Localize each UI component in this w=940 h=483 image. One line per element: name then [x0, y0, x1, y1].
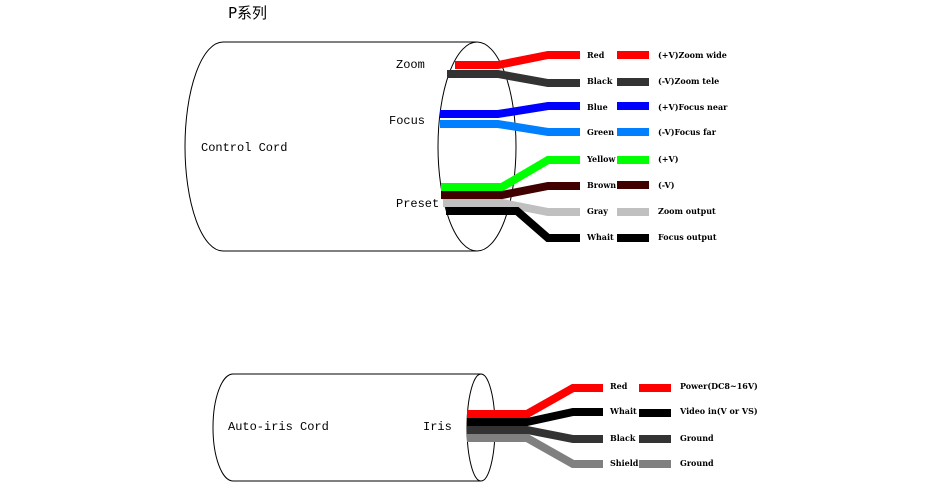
control-wire-name: Gray: [587, 206, 608, 216]
control-cord-body: [184, 41, 477, 252]
iris-wire-shield: [467, 434, 603, 468]
control-wire-name: Whait: [586, 232, 614, 242]
control-wire-name: Black: [587, 76, 613, 86]
preset-group-label: Preset: [396, 197, 439, 211]
control-wire-name: Brown: [587, 180, 616, 190]
iris-wire-desc: Ground: [680, 433, 714, 443]
control-wire-desc: (-V)Focus far: [658, 127, 717, 137]
diagram-title: P系列: [228, 4, 267, 22]
iris-wire-name: Shield: [610, 458, 639, 468]
iris-cord-body: [212, 373, 481, 482]
control-wire-desc: (+V): [658, 154, 679, 164]
control-wire-green: [440, 120, 580, 136]
iris-swatch: [639, 384, 671, 392]
control-wire-desc: Focus output: [658, 232, 717, 242]
iris-swatch: [639, 409, 671, 417]
iris-cord: Auto-iris Cord Iris: [212, 373, 496, 482]
iris-cord-label: Auto-iris Cord: [228, 420, 329, 434]
iris-wire-red: [467, 384, 603, 418]
control-wire-gray: [443, 199, 580, 216]
iris-wire-black: [467, 426, 603, 443]
control-wire-desc: (+V)Zoom wide: [658, 50, 727, 60]
control-swatch: [617, 78, 649, 86]
control-wire-desc: (+V)Focus near: [658, 102, 728, 112]
control-wire-desc: (-V): [658, 180, 675, 190]
control-wire-name: Green: [587, 127, 614, 137]
iris-group-label: Iris: [423, 420, 452, 434]
control-wire-desc: (-V)Zoom tele: [658, 76, 719, 86]
iris-swatch: [639, 460, 671, 468]
control-wire-red: [455, 51, 580, 69]
control-swatch: [617, 181, 649, 189]
control-wire-name: Yellow: [586, 154, 617, 164]
control-wire-desc: Zoom output: [658, 206, 716, 216]
control-swatch: [617, 156, 649, 164]
control-swatch: [617, 208, 649, 216]
control-wire-whait: [446, 207, 580, 242]
iris-wire-desc: Ground: [680, 458, 714, 468]
iris-wire-desc: Power(DC8~16V): [680, 381, 758, 391]
control-wire-name: Blue: [587, 102, 608, 112]
control-cord-label: Control Cord: [201, 141, 287, 155]
zoom-group-label: Zoom: [396, 58, 425, 72]
control-wire-yellow: [441, 156, 580, 191]
control-wires: [440, 51, 580, 242]
iris-wire-desc: Video in(V or VS): [679, 406, 758, 416]
focus-group-label: Focus: [389, 114, 425, 128]
control-swatch: [617, 102, 649, 110]
control-wire-blue: [440, 102, 580, 118]
iris-wire-name: Red: [610, 381, 628, 391]
iris-legend: Red Whait Black Shield Power(DC8~16V) Vi…: [609, 381, 758, 468]
iris-wire-whait: [467, 408, 603, 426]
iris-swatch: [639, 435, 671, 443]
control-wire-name: Red: [587, 50, 605, 60]
control-swatch: [617, 234, 649, 242]
control-swatch: [617, 128, 649, 136]
iris-wire-name: Whait: [609, 406, 637, 416]
control-legend: Red Black Blue Green Yellow Brown Gray W…: [586, 50, 728, 242]
iris-wire-name: Black: [610, 433, 636, 443]
control-swatch: [617, 51, 649, 59]
control-wire-brown: [441, 182, 580, 199]
control-wire-black: [447, 70, 580, 87]
iris-wires: [467, 384, 603, 468]
